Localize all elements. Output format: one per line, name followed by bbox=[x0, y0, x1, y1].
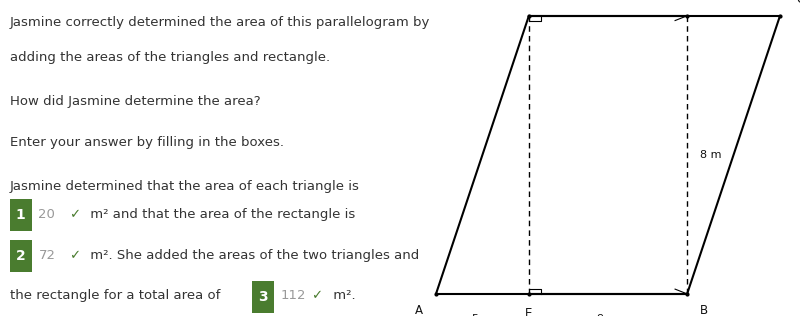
Text: 5 m: 5 m bbox=[472, 314, 493, 316]
Text: adding the areas of the triangles and rectangle.: adding the areas of the triangles and re… bbox=[10, 51, 330, 64]
Text: 1: 1 bbox=[16, 208, 26, 222]
Text: ✓: ✓ bbox=[311, 289, 322, 302]
Text: Jasmine correctly determined the area of this parallelogram by: Jasmine correctly determined the area of… bbox=[10, 16, 430, 29]
FancyBboxPatch shape bbox=[252, 281, 274, 313]
Text: A: A bbox=[415, 304, 423, 316]
Text: Jasmine determined that the area of each triangle is: Jasmine determined that the area of each… bbox=[10, 180, 359, 193]
Text: B: B bbox=[700, 304, 708, 316]
Text: Enter your answer by filling in the boxes.: Enter your answer by filling in the boxe… bbox=[10, 136, 284, 149]
Text: F: F bbox=[698, 0, 704, 3]
Text: 3: 3 bbox=[258, 290, 268, 304]
Text: ✓: ✓ bbox=[69, 208, 80, 222]
Text: 72: 72 bbox=[38, 249, 55, 263]
Text: m² and that the area of the rectangle is: m² and that the area of the rectangle is bbox=[86, 208, 356, 222]
Text: ✓: ✓ bbox=[69, 249, 80, 263]
FancyBboxPatch shape bbox=[10, 199, 32, 231]
Text: 20: 20 bbox=[38, 208, 55, 222]
Text: How did Jasmine determine the area?: How did Jasmine determine the area? bbox=[10, 95, 260, 108]
Text: 8 m: 8 m bbox=[701, 150, 722, 160]
Text: 112: 112 bbox=[281, 289, 306, 302]
Text: E: E bbox=[525, 307, 533, 316]
Text: 2: 2 bbox=[16, 249, 26, 263]
Text: 9 m: 9 m bbox=[598, 314, 618, 316]
Text: C: C bbox=[797, 0, 800, 6]
Text: the rectangle for a total area of: the rectangle for a total area of bbox=[10, 289, 220, 302]
Text: D: D bbox=[507, 0, 516, 3]
Text: m².: m². bbox=[329, 289, 355, 302]
Text: m². She added the areas of the two triangles and: m². She added the areas of the two trian… bbox=[86, 249, 420, 263]
FancyBboxPatch shape bbox=[10, 240, 32, 272]
